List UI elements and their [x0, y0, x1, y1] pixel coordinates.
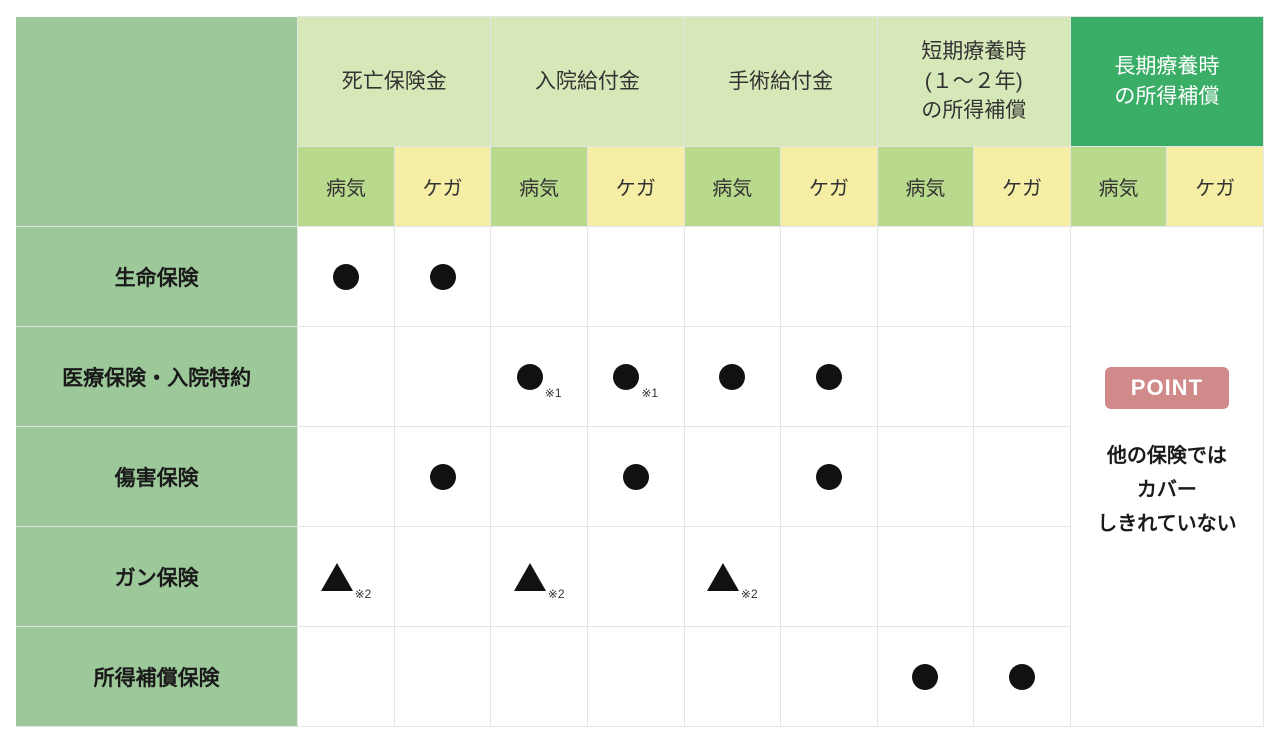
data-cell — [394, 627, 491, 727]
data-cell — [491, 427, 588, 527]
data-cell — [974, 427, 1071, 527]
table-body: 生命保険POINT他の保険ではカバーしきれていない医療保険・入院特約※1※1傷害… — [16, 227, 1264, 727]
data-cell — [974, 227, 1071, 327]
row-header: ガン保険 — [16, 527, 298, 627]
point-callout: POINT 他の保険ではカバーしきれていない — [1070, 227, 1263, 727]
footnote-marker: ※2 — [355, 587, 372, 601]
data-cell — [974, 327, 1071, 427]
data-cell — [877, 227, 974, 327]
data-cell — [781, 227, 878, 327]
point-text: 他の保険ではカバーしきれていない — [1071, 439, 1263, 541]
sub-0-injury: ケガ — [394, 147, 491, 227]
data-cell — [394, 427, 491, 527]
data-cell — [298, 327, 395, 427]
data-cell — [781, 427, 878, 527]
data-cell — [684, 627, 781, 727]
data-cell — [394, 327, 491, 427]
sub-3-injury: ケガ — [974, 147, 1071, 227]
data-cell — [781, 527, 878, 627]
data-cell — [491, 627, 588, 727]
triangle-mark-icon — [321, 563, 353, 591]
data-cell — [877, 527, 974, 627]
row-header: 医療保険・入院特約 — [16, 327, 298, 427]
insurance-comparison-table: 死亡保険金 入院給付金 手術給付金 短期療養時(１～２年)の所得補償 長期療養時… — [16, 16, 1264, 727]
data-cell — [587, 227, 684, 327]
col-group-4: 長期療養時の所得補償 — [1070, 17, 1263, 147]
point-badge: POINT — [1105, 367, 1229, 409]
sub-4-injury: ケガ — [1167, 147, 1264, 227]
sub-1-sick: 病気 — [491, 147, 588, 227]
data-cell — [394, 527, 491, 627]
data-cell — [877, 327, 974, 427]
circle-mark-icon — [816, 364, 842, 390]
corner-cell — [16, 17, 298, 227]
circle-mark-icon — [816, 464, 842, 490]
data-cell: ※1 — [587, 327, 684, 427]
data-cell — [877, 427, 974, 527]
circle-mark-icon — [333, 264, 359, 290]
circle-mark-icon — [517, 364, 543, 390]
col-group-3: 短期療養時(１～２年)の所得補償 — [877, 17, 1070, 147]
data-cell — [587, 427, 684, 527]
row-header: 所得補償保険 — [16, 627, 298, 727]
data-cell — [974, 627, 1071, 727]
data-cell — [781, 627, 878, 727]
data-cell — [781, 327, 878, 427]
triangle-mark-icon — [707, 563, 739, 591]
row-header: 生命保険 — [16, 227, 298, 327]
circle-mark-icon — [719, 364, 745, 390]
sub-0-sick: 病気 — [298, 147, 395, 227]
sub-4-sick: 病気 — [1070, 147, 1167, 227]
circle-mark-icon — [430, 464, 456, 490]
data-cell — [974, 527, 1071, 627]
data-cell: ※2 — [491, 527, 588, 627]
data-cell — [684, 327, 781, 427]
data-cell — [491, 227, 588, 327]
data-cell — [587, 627, 684, 727]
data-cell — [394, 227, 491, 327]
sub-2-sick: 病気 — [684, 147, 781, 227]
sub-3-sick: 病気 — [877, 147, 974, 227]
data-cell — [684, 227, 781, 327]
data-cell — [587, 527, 684, 627]
header-row-groups: 死亡保険金 入院給付金 手術給付金 短期療養時(１～２年)の所得補償 長期療養時… — [16, 17, 1264, 147]
col-group-0: 死亡保険金 — [298, 17, 491, 147]
row-header: 傷害保険 — [16, 427, 298, 527]
data-cell: ※2 — [298, 527, 395, 627]
circle-mark-icon — [1009, 664, 1035, 690]
data-cell — [298, 227, 395, 327]
triangle-mark-icon — [514, 563, 546, 591]
col-group-1: 入院給付金 — [491, 17, 684, 147]
data-cell — [298, 427, 395, 527]
footnote-marker: ※2 — [548, 587, 565, 601]
footnote-marker: ※1 — [545, 386, 562, 400]
sub-2-injury: ケガ — [781, 147, 878, 227]
data-cell — [298, 627, 395, 727]
data-cell: ※1 — [491, 327, 588, 427]
circle-mark-icon — [613, 364, 639, 390]
data-cell: ※2 — [684, 527, 781, 627]
table-row: 生命保険POINT他の保険ではカバーしきれていない — [16, 227, 1264, 327]
footnote-marker: ※1 — [641, 386, 658, 400]
col-group-2: 手術給付金 — [684, 17, 877, 147]
circle-mark-icon — [912, 664, 938, 690]
footnote-marker: ※2 — [741, 587, 758, 601]
circle-mark-icon — [623, 464, 649, 490]
data-cell — [684, 427, 781, 527]
sub-1-injury: ケガ — [587, 147, 684, 227]
data-cell — [877, 627, 974, 727]
circle-mark-icon — [430, 264, 456, 290]
